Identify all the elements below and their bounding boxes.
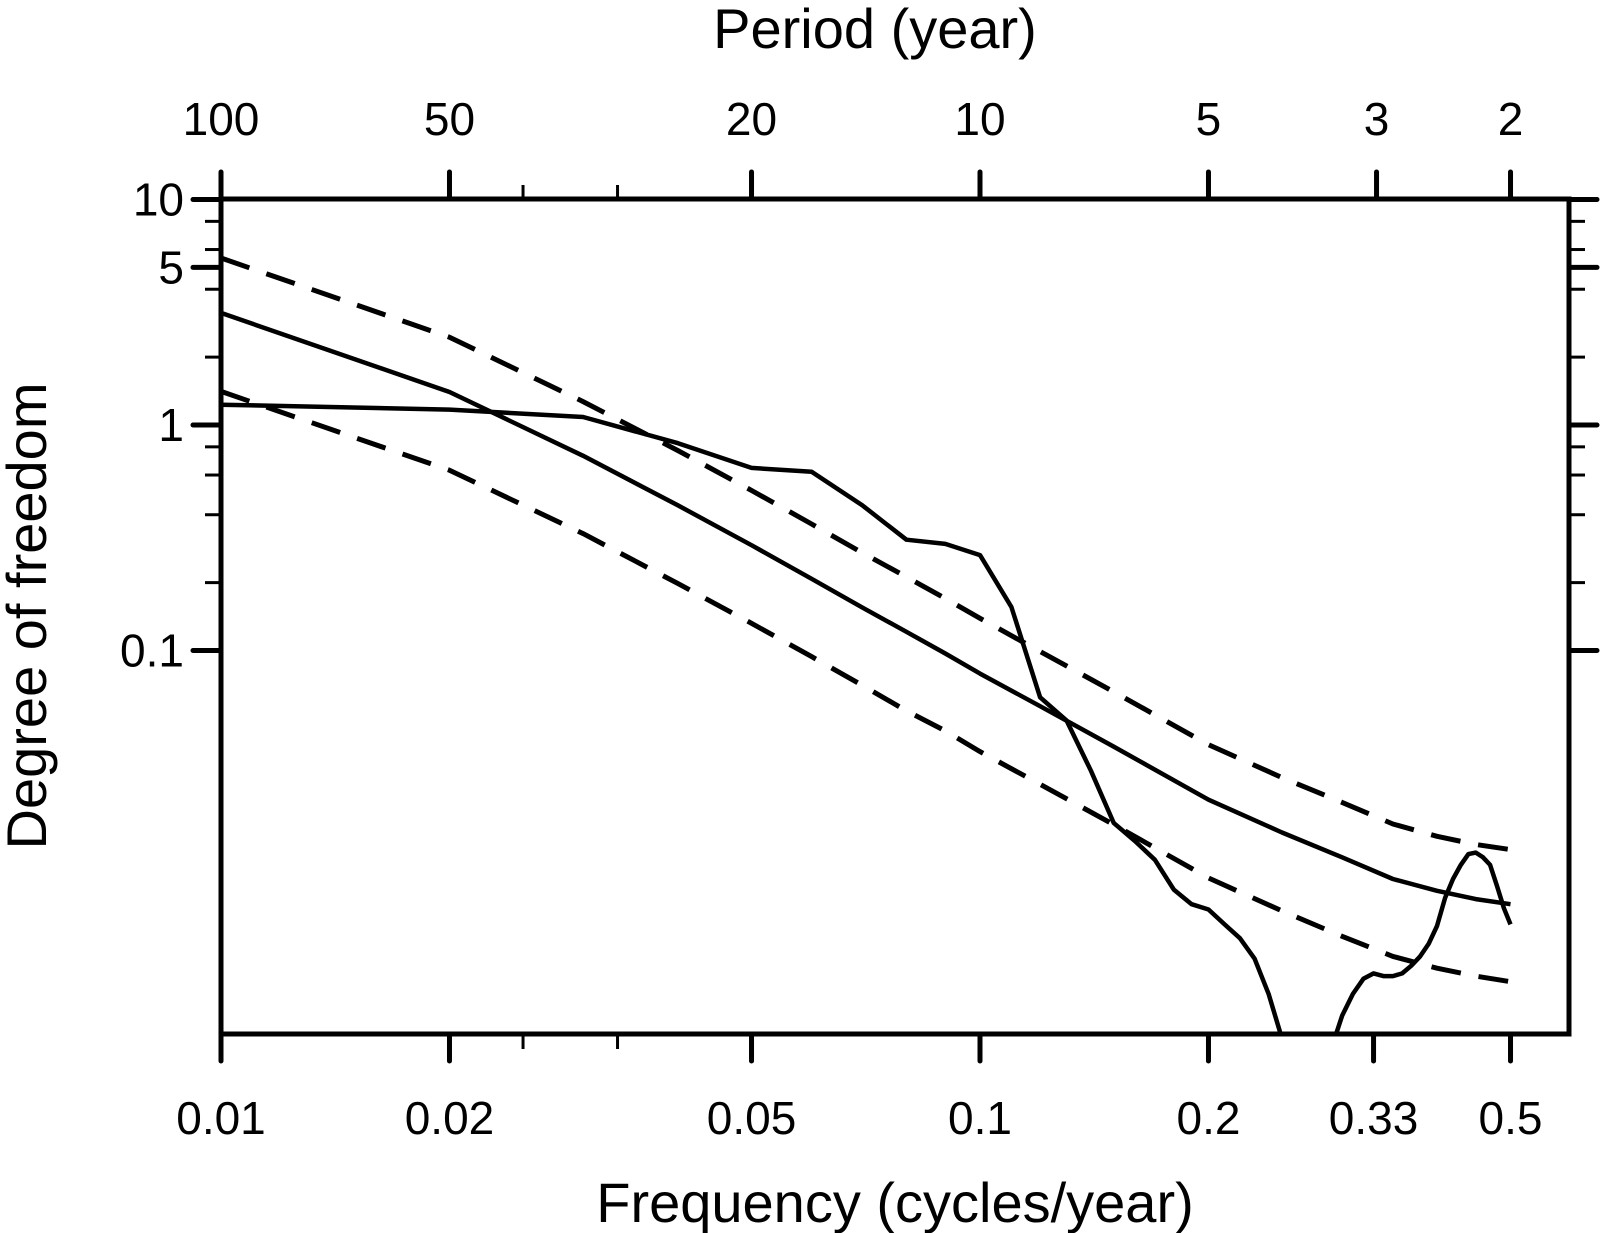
labels-layer: Period (year) Frequency (cycles/year) De… (0, 0, 1542, 1233)
axes-layer (190, 169, 1600, 1064)
series-line-1-solid (221, 402, 1513, 1034)
top-axis-title: Period (year) (713, 0, 1037, 60)
x-tick-label: 0.05 (707, 1092, 797, 1144)
series-line-3-dashed (221, 255, 1511, 853)
top-tick-label: 10 (954, 93, 1005, 145)
top-tick-label: 20 (726, 93, 777, 145)
series-line-2-solid (221, 310, 1511, 907)
top-tick-label: 3 (1364, 93, 1390, 145)
top-tick-label: 50 (424, 93, 475, 145)
x-tick-label: 0.5 (1479, 1092, 1543, 1144)
x-tick-label: 0.1 (948, 1092, 1012, 1144)
series-line-4-dashed (221, 389, 1511, 985)
series-layer (221, 255, 1513, 1034)
x-tick-label: 0.2 (1177, 1092, 1241, 1144)
x-tick-label: 0.02 (405, 1092, 495, 1144)
top-tick-label: 2 (1498, 93, 1524, 145)
y-tick-label: 5 (158, 241, 184, 293)
top-tick-label: 100 (183, 93, 260, 145)
y-tick-label: 1 (158, 399, 184, 451)
x-tick-label: 0.33 (1329, 1092, 1419, 1144)
y-tick-label: 0.1 (120, 625, 184, 677)
x-tick-label: 0.01 (176, 1092, 266, 1144)
y-tick-label: 10 (133, 174, 184, 226)
top-tick-label: 5 (1196, 93, 1222, 145)
y-axis-title: Degree of freedom (0, 383, 58, 850)
x-axis-title: Frequency (cycles/year) (596, 1171, 1194, 1233)
